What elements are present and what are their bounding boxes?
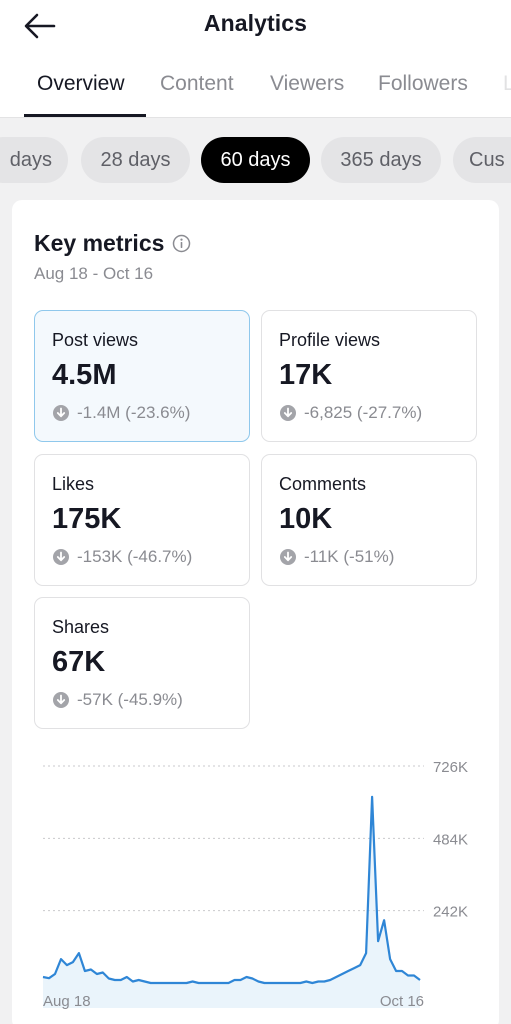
top-bar: Analytics Overview Content Viewers Follo…	[0, 0, 511, 118]
arrow-down-circle-icon	[52, 691, 70, 709]
metric-card-likes[interactable]: Likes 175K -153K (-46.7%)	[34, 454, 250, 586]
tab-viewers[interactable]: Viewers	[270, 72, 345, 95]
post-views-chart: 726K 484K 242K Aug 18 Oct 16	[42, 759, 468, 1010]
range-chip-365-days[interactable]: 365 days	[321, 137, 441, 183]
series-area	[43, 796, 420, 1008]
metric-card-profile-views[interactable]: Profile views 17K -6,825 (-27.7%)	[261, 310, 477, 442]
range-chip-label: days	[9, 148, 52, 171]
metric-value: 67K	[52, 646, 106, 678]
date-range-text: Aug 18 - Oct 16	[34, 264, 154, 283]
metric-card-shares[interactable]: Shares 67K -57K (-45.9%)	[34, 597, 250, 729]
metric-card-comments[interactable]: Comments 10K -11K (-51%)	[261, 454, 477, 586]
arrow-down-circle-icon	[52, 404, 70, 422]
metric-label: Profile views	[279, 330, 381, 350]
metric-change-text: -1.4M (-23.6%)	[77, 403, 191, 422]
key-metrics-header: Key metrics	[34, 230, 191, 257]
tabs-divider	[0, 117, 511, 118]
metric-value: 4.5M	[52, 359, 117, 391]
key-metrics-title: Key metrics	[34, 230, 165, 256]
key-metrics-card: Key metrics Aug 18 - Oct 16 Post views 4…	[12, 200, 499, 1024]
metric-value: 17K	[279, 359, 333, 391]
y-tick-label: 242K	[433, 904, 468, 921]
range-chip-7-days[interactable]: days	[0, 137, 68, 183]
metric-change: -11K (-51%)	[279, 547, 394, 567]
back-button[interactable]	[22, 8, 58, 44]
metric-value: 175K	[52, 503, 122, 535]
info-icon[interactable]	[172, 234, 191, 253]
y-tick-label: 726K	[433, 759, 468, 776]
y-tick-label: 484K	[433, 831, 468, 848]
date-range-selector: days 28 days 60 days 365 days Cus	[0, 137, 511, 183]
metric-change-text: -153K (-46.7%)	[77, 547, 193, 566]
range-chip-label: 365 days	[340, 148, 422, 171]
x-start-label: Aug 18	[43, 993, 91, 1010]
arrow-down-circle-icon	[52, 548, 70, 566]
range-chip-label: 28 days	[100, 148, 171, 171]
tab-scroll-fade	[493, 62, 511, 114]
range-chip-custom[interactable]: Cus	[453, 137, 511, 183]
tab-content[interactable]: Content	[160, 72, 234, 95]
metric-label: Shares	[52, 617, 110, 637]
x-end-label: Oct 16	[380, 993, 424, 1010]
metric-label: Comments	[279, 474, 367, 494]
range-chip-60-days[interactable]: 60 days	[201, 137, 310, 183]
metric-label: Post views	[52, 330, 139, 350]
metric-change: -153K (-46.7%)	[52, 547, 192, 567]
metric-change: -57K (-45.9%)	[52, 690, 183, 710]
active-tab-indicator	[24, 114, 146, 117]
metric-value: 10K	[279, 503, 333, 535]
metric-label: Likes	[52, 474, 95, 494]
metric-change-text: -6,825 (-27.7%)	[304, 403, 423, 422]
metric-change-text: -57K (-45.9%)	[77, 690, 183, 709]
metric-change: -6,825 (-27.7%)	[279, 403, 422, 423]
range-chip-label: Cus	[469, 148, 505, 171]
tab-overview[interactable]: Overview	[37, 72, 125, 95]
range-chip-label: 60 days	[220, 148, 291, 171]
arrow-down-circle-icon	[279, 404, 297, 422]
metric-card-post-views[interactable]: Post views 4.5M -1.4M (-23.6%)	[34, 310, 250, 442]
series-line	[42, 795, 421, 985]
arrow-left-icon	[24, 13, 56, 39]
tab-bar: Overview Content Viewers Followers L	[0, 72, 511, 118]
tab-followers[interactable]: Followers	[378, 72, 468, 95]
range-chip-28-days[interactable]: 28 days	[81, 137, 190, 183]
arrow-down-circle-icon	[279, 548, 297, 566]
page-title: Analytics	[203, 10, 308, 36]
metric-change-text: -11K (-51%)	[304, 547, 395, 566]
metric-change: -1.4M (-23.6%)	[52, 403, 190, 423]
